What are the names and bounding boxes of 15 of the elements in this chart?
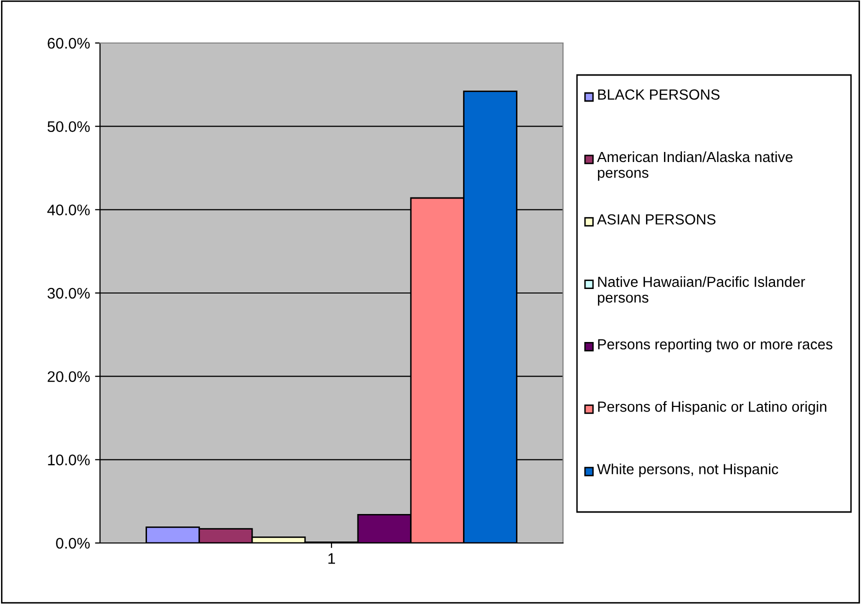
legend-label: Persons reporting two or more races [598,338,832,352]
y-tick-label: 20.0% [48,371,90,382]
legend-label: American Indian/Alaska native persons [597,151,793,181]
legend-label: Persons of Hispanic or Latino origin [598,401,826,415]
y-tick-label: 40.0% [47,204,90,216]
legend-label: Native Hawaiian/Pacific Islander persons [598,276,806,306]
x-tick-label: 1 [328,553,336,564]
y-tick-label: 0.0% [56,538,90,549]
legend-label: BLACK PERSONS [598,89,720,100]
y-tick-label: 60.0% [48,38,90,49]
legend-label: ASIAN PERSONS [597,214,716,225]
legend-label: White persons, not Hispanic [597,464,778,478]
y-tick-label: 10.0% [48,454,90,466]
y-tick-label: 50.0% [48,121,90,132]
y-tick-label: 30.0% [48,288,90,299]
